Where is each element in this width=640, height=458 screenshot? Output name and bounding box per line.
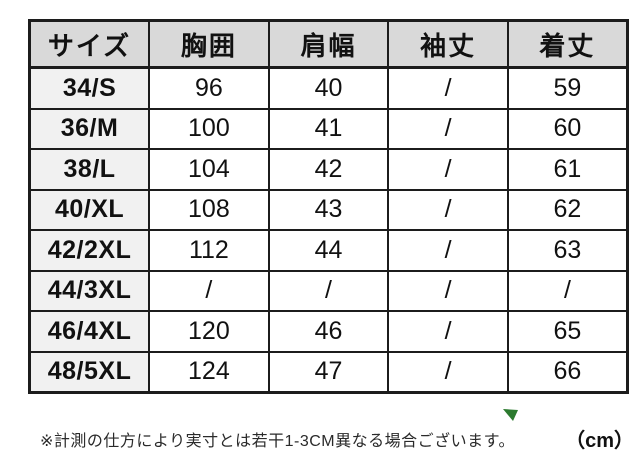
table-row: 38/L 104 42/61 <box>28 148 629 191</box>
size-cell: 38/L <box>28 148 151 191</box>
size-cell: 46/4XL <box>28 310 151 353</box>
table-row: 40/XL 108 43/62 <box>28 188 629 231</box>
table-body: 34/S 96 40/59 36/M 100 41/60 38/L 104 42/61 40/XL… <box>28 66 629 394</box>
value-cell: 124 <box>148 350 270 394</box>
column-header-chest: 胸囲 <box>148 19 270 69</box>
value-cell: 108 <box>148 188 270 231</box>
value-cell: / <box>387 188 509 231</box>
column-header-length: 着丈 <box>506 19 629 69</box>
value-cell: 62 <box>506 188 629 231</box>
value-cell: 46 <box>267 310 390 353</box>
table-row: 36/M 100 41/60 <box>28 107 629 150</box>
value-cell: 42 <box>267 148 390 191</box>
value-cell: 59 <box>506 66 629 110</box>
value-cell: 65 <box>506 310 629 353</box>
value-cell: 40 <box>267 66 390 110</box>
column-header-size: サイズ <box>28 19 151 69</box>
value-cell: 41 <box>267 107 390 150</box>
value-cell: 120 <box>148 310 270 353</box>
column-header-sleeve: 袖丈 <box>387 19 509 69</box>
value-cell: 104 <box>148 148 270 191</box>
value-cell: / <box>387 148 509 191</box>
value-cell: 44 <box>267 229 390 272</box>
value-cell: 61 <box>506 148 629 191</box>
column-header-shoulder: 肩幅 <box>267 19 390 69</box>
table-header-row: サイズ 胸囲 肩幅 袖丈 着丈 <box>28 19 629 69</box>
size-cell: 34/S <box>28 66 151 110</box>
value-cell: / <box>267 269 390 312</box>
table-row: 46/4XL 120 46/65 <box>28 310 629 353</box>
value-cell: 112 <box>148 229 270 272</box>
value-cell: / <box>387 310 509 353</box>
value-cell: / <box>506 269 629 312</box>
value-cell: 60 <box>506 107 629 150</box>
value-cell: / <box>387 229 509 272</box>
value-cell: 66 <box>506 350 629 394</box>
value-cell: 63 <box>506 229 629 272</box>
value-cell: / <box>148 269 270 312</box>
value-cell: 47 <box>267 350 390 394</box>
table-row: 48/5XL 124 47/66 <box>28 350 629 394</box>
value-cell: / <box>387 269 509 312</box>
size-cell: 48/5XL <box>28 350 151 394</box>
unit-label: （cm） <box>565 430 634 452</box>
size-cell: 42/2XL <box>28 229 151 272</box>
table-row: 34/S 96 40/59 <box>28 66 629 110</box>
value-cell: / <box>387 66 509 110</box>
table-row: 42/2XL 112 44/63 <box>28 229 629 272</box>
value-cell: 100 <box>148 107 270 150</box>
value-cell: / <box>387 107 509 150</box>
size-cell: 36/M <box>28 107 151 150</box>
size-cell: 40/XL <box>28 188 151 231</box>
size-table: サイズ 胸囲 肩幅 袖丈 着丈 34/S 96 40/59 36/M 100 41/60 3… <box>28 19 629 394</box>
table-row: 44/3XL / / / / <box>28 269 629 312</box>
value-cell: / <box>387 350 509 394</box>
measurement-footnote: ※計測の仕方により実寸とは若干1-3CM異なる場合ございます。 <box>40 433 515 450</box>
size-cell: 44/3XL <box>28 269 151 312</box>
value-cell: 43 <box>267 188 390 231</box>
value-cell: 96 <box>148 66 270 110</box>
green-arrow-icon <box>503 409 518 421</box>
